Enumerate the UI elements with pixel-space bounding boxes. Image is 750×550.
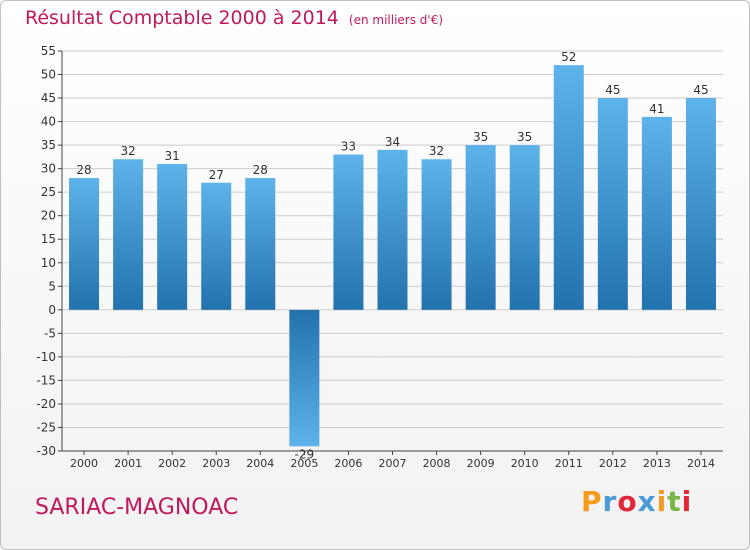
data-label: 28 [76, 163, 91, 177]
y-tick-label: 30 [41, 162, 56, 176]
y-tick-label: 35 [41, 138, 56, 152]
bar-2011 [553, 65, 584, 310]
logo-letter: x [637, 485, 657, 518]
y-tick-label: 55 [41, 44, 56, 58]
y-tick-label: 45 [41, 91, 56, 105]
y-tick-label: 25 [41, 185, 56, 199]
data-label: 35 [517, 130, 532, 144]
logo-letter: o [617, 485, 638, 518]
y-tick-label: 15 [41, 232, 56, 246]
data-label: 52 [561, 50, 576, 64]
bar-2002 [157, 163, 188, 310]
data-label: 32 [429, 144, 444, 158]
logo-letter: i [681, 485, 693, 518]
bar-2005 [289, 309, 320, 447]
x-tick-label: 2000 [70, 457, 98, 470]
data-label: 27 [209, 168, 224, 182]
y-tick-label: 40 [41, 115, 56, 129]
y-tick-label: 0 [48, 303, 56, 317]
x-tick-label: 2003 [202, 457, 230, 470]
bar-2007 [377, 149, 408, 310]
x-tick-label: 2009 [467, 457, 495, 470]
bar-2004 [245, 178, 276, 310]
bar-2013 [641, 116, 672, 310]
x-tick-label: 2007 [379, 457, 407, 470]
bar-2008 [421, 159, 452, 310]
chart-unit-label: (en milliers d'€) [348, 13, 444, 27]
x-tick-label: 2005 [290, 457, 318, 470]
proxiti-logo: Proxiti [581, 485, 692, 518]
chart-title-text: Résultat Comptable 2000 à 2014 [25, 7, 339, 29]
x-tick-label: 2002 [158, 457, 186, 470]
x-tick-label: 2010 [511, 457, 539, 470]
data-label: 45 [693, 83, 708, 97]
x-tick-label: 2014 [687, 457, 715, 470]
bar-2010 [509, 145, 540, 310]
data-label: 32 [120, 144, 135, 158]
logo-letter: P [581, 485, 603, 518]
data-label: 41 [649, 102, 664, 116]
y-tick-label: -25 [36, 420, 56, 434]
y-tick-label: 20 [41, 209, 56, 223]
data-label: 33 [341, 140, 356, 154]
x-tick-label: 2012 [599, 457, 627, 470]
bar-2012 [597, 98, 628, 310]
bar-2003 [201, 182, 232, 310]
data-label: 35 [473, 130, 488, 144]
x-tick-label: 2006 [334, 457, 362, 470]
y-tick-label: -15 [36, 373, 56, 387]
y-tick-label: -30 [36, 444, 56, 458]
bar-2009 [465, 145, 496, 310]
y-tick-label: 50 [41, 68, 56, 82]
chart-title: Résultat Comptable 2000 à 2014 (en millie… [25, 7, 443, 29]
y-tick-label: 5 [48, 279, 56, 293]
x-tick-label: 2013 [643, 457, 671, 470]
bar-2001 [113, 159, 144, 310]
logo-letter: t [667, 485, 682, 518]
bar-2000 [69, 178, 100, 310]
x-tick-label: 2001 [114, 457, 142, 470]
y-tick-label: -10 [36, 350, 56, 364]
commune-name: SARIAC-MAGNOAC [35, 495, 239, 520]
bar-2014 [685, 98, 716, 310]
bar-2006 [333, 154, 364, 310]
x-tick-label: 2004 [246, 457, 274, 470]
y-tick-label: 10 [41, 256, 56, 270]
y-tick-label: -20 [36, 397, 56, 411]
logo-letter: r [602, 485, 618, 518]
data-label: 45 [605, 83, 620, 97]
x-tick-label: 2008 [423, 457, 451, 470]
y-tick-label: -5 [44, 326, 56, 340]
x-tick-label: 2011 [555, 457, 583, 470]
data-label: 28 [253, 163, 268, 177]
data-label: -29 [295, 447, 315, 461]
logo-letter: i [656, 485, 668, 518]
data-label: 34 [385, 135, 400, 149]
data-label: 31 [165, 149, 180, 163]
